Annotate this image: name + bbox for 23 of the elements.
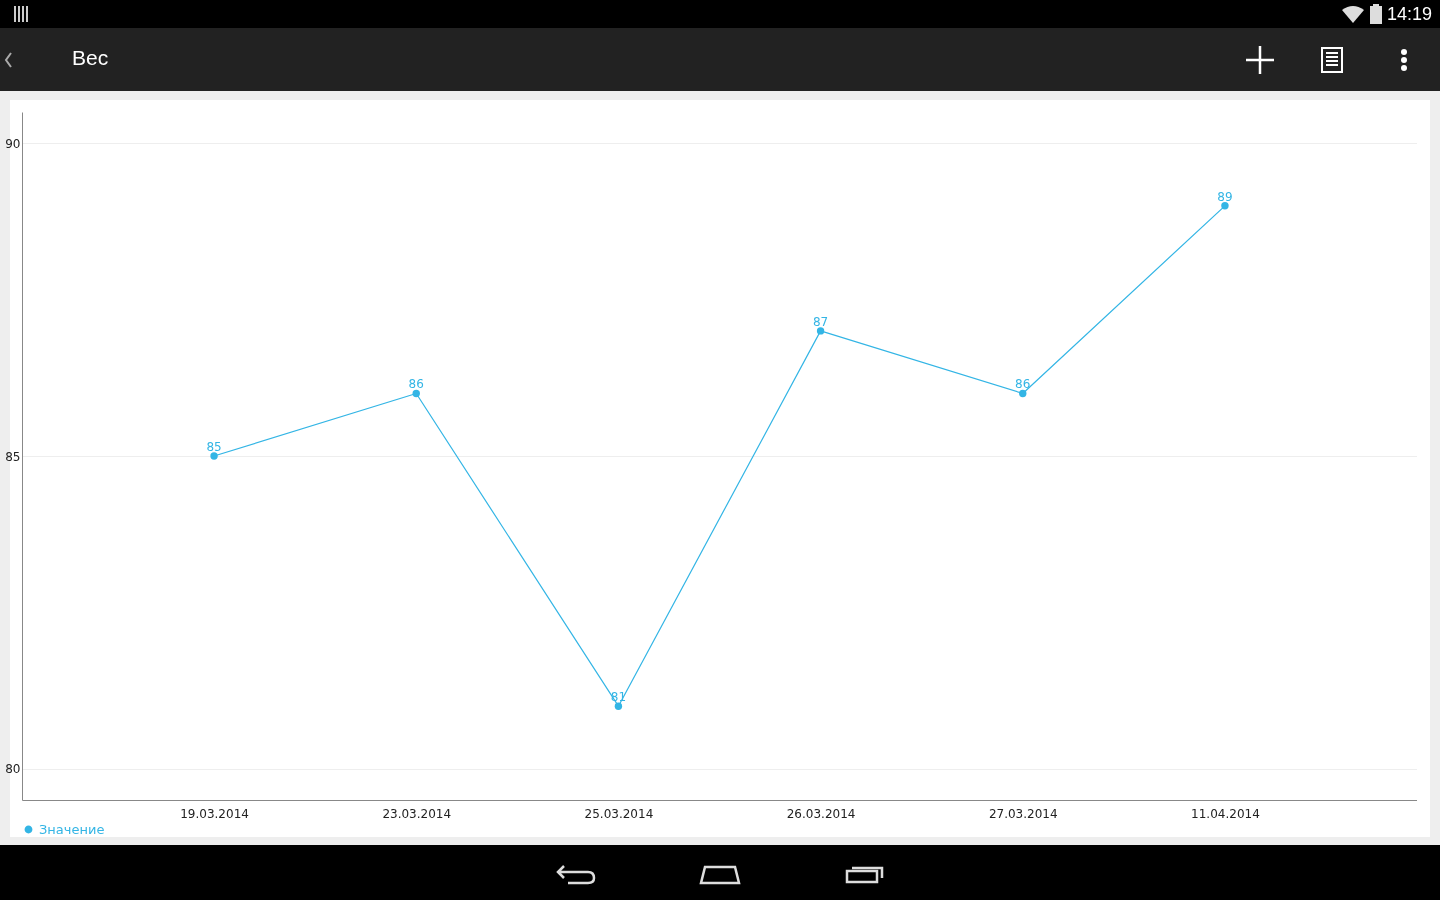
y-tick-label: 80	[5, 762, 21, 777]
text: 14:19	[1386, 4, 1432, 25]
chart-title: Вес	[72, 46, 109, 70]
point	[412, 389, 420, 398]
legend-label: Значение	[39, 821, 105, 837]
x-tick-label: 23.03.2014	[382, 806, 452, 821]
point	[1019, 389, 1027, 398]
point	[1221, 202, 1229, 210]
data-label: 86	[408, 377, 424, 392]
point	[816, 327, 825, 335]
x-tick-label: 26.03.2014	[786, 806, 856, 821]
point	[210, 452, 218, 460]
data-label: 89	[1217, 189, 1233, 204]
data-label: 85	[206, 440, 222, 454]
y-tick-label: 90	[5, 136, 21, 151]
x-tick-label: 11.04.2014	[1191, 806, 1260, 821]
data-label: 86	[1015, 377, 1031, 392]
x-tick-label: 25.03.2014	[584, 806, 654, 821]
x-tick-label: 27.03.2014	[988, 806, 1058, 821]
y-tick-label: 85	[5, 449, 21, 464]
point	[614, 702, 623, 710]
data-label: 87	[812, 314, 829, 329]
x-tick-label: 19.03.2014	[180, 806, 249, 821]
